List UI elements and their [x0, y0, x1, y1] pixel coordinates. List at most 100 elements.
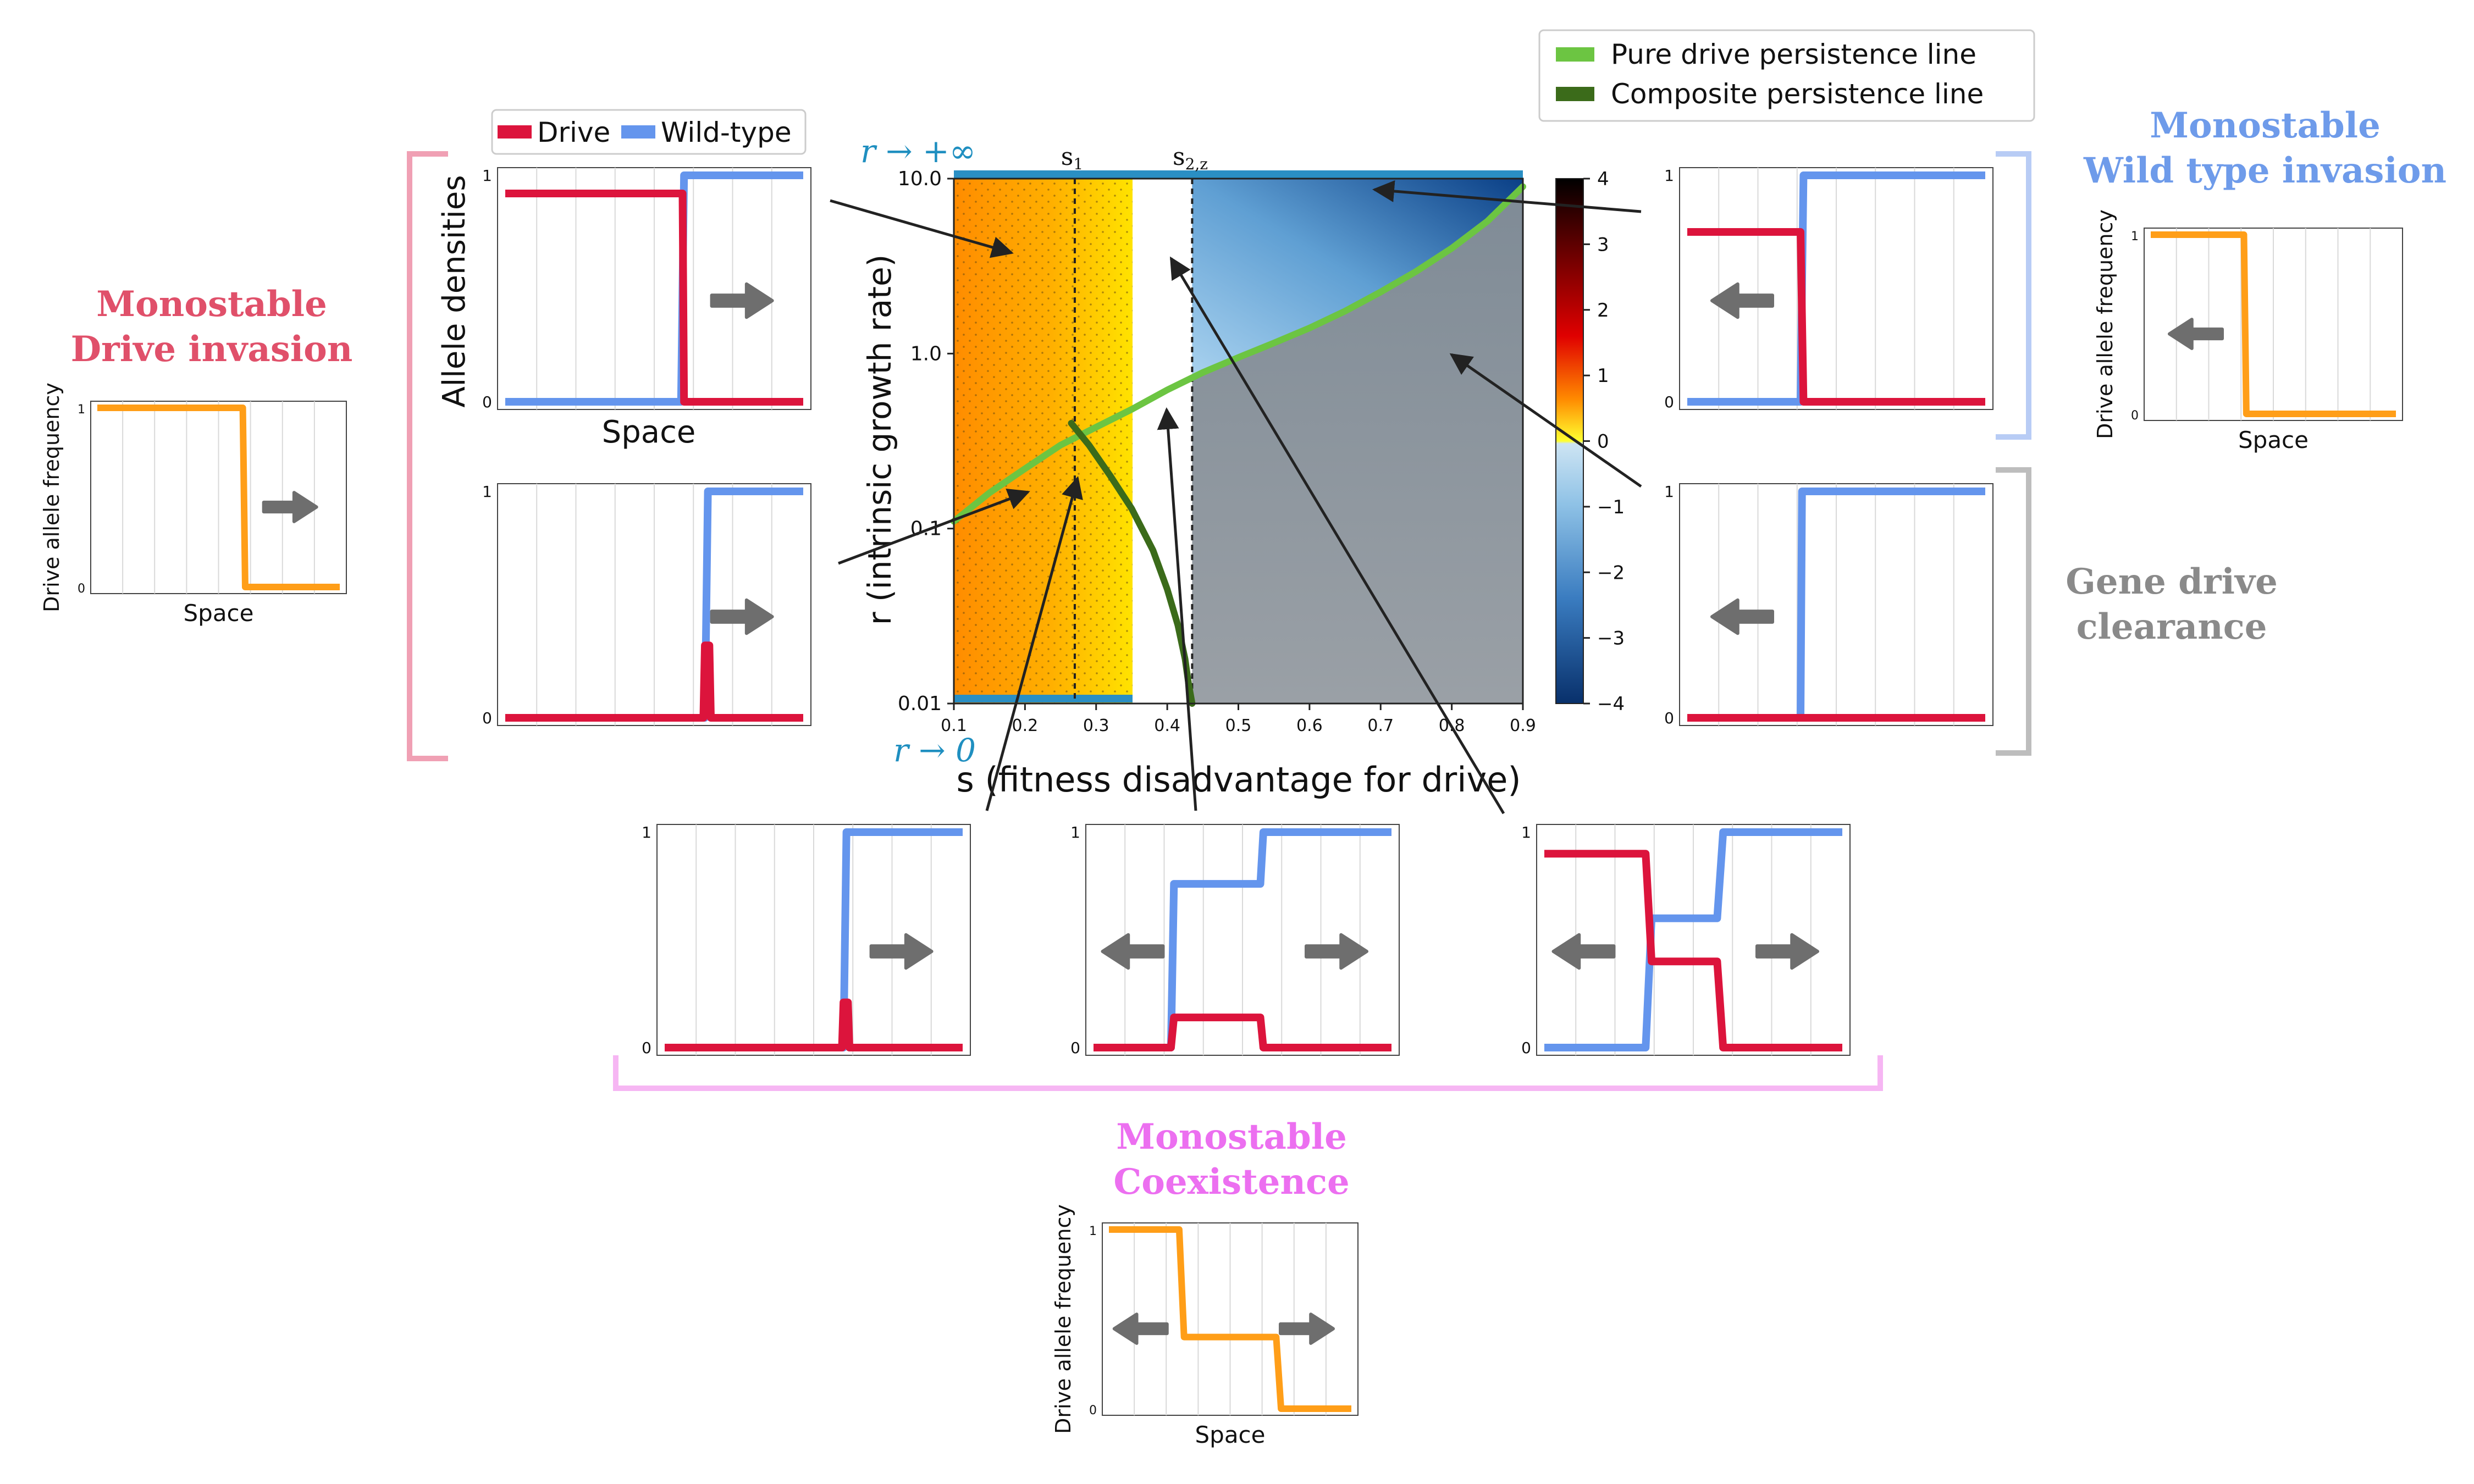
drive-invasion-title: Monostable Drive invasion [71, 284, 353, 370]
drive-curve [1687, 228, 1985, 406]
allele-legend: Drive Wild-type [491, 109, 807, 155]
drive-frequency-curve [1109, 1226, 1351, 1412]
direction-left-icon [1710, 598, 1774, 635]
pointer-wild [1372, 180, 1642, 213]
pointer-clearance [1449, 353, 1642, 488]
pointer-arrows [830, 180, 1642, 815]
density-panel-top-left: 10 [482, 167, 811, 411]
drive-allele-frequency-label: Drive allele frequency [2093, 209, 2117, 439]
colorbar-ticks: 4 3 2 1 0 −1 −2 −3 −4 [1583, 168, 1625, 715]
direction-right-icon [262, 491, 318, 523]
tick-zero: 0 [78, 582, 85, 596]
drive-curve [505, 641, 803, 722]
pure-drive-persistence-line [951, 183, 1526, 525]
colorbar-tick-label: −4 [1597, 693, 1625, 715]
drive-curve [1544, 850, 1842, 1051]
x-tick-label: 0.7 [1367, 716, 1394, 735]
y-axis: 10.0 1.0 0.1 0.01 [898, 168, 954, 715]
tick-zero: 0 [1089, 1404, 1097, 1417]
density-panel-top-right: 10 [1664, 167, 1993, 411]
r-zero-band [954, 695, 1133, 702]
x-tick-label: 0.3 [1083, 716, 1109, 735]
pointer-coex-right [1169, 256, 1505, 815]
density-panel-mid-left: 10 [482, 483, 811, 727]
density-panel-mid-right: 10 [1664, 483, 1993, 727]
y-tick-label: 0.1 [910, 518, 942, 540]
frequency-panel-wild-invasion: 1 0 Drive allele frequency Space [2093, 209, 2403, 453]
x-axis-label: s (fitness disadvantage for drive) [956, 760, 1521, 800]
tick-zero: 0 [642, 1039, 651, 1057]
frequency-panel-drive-invasion: 1 0 Drive allele frequency Space [40, 383, 347, 627]
x-tick-label: 0.1 [941, 716, 967, 735]
pointer-drive-bottom [985, 476, 1083, 811]
colorbar-tick-label: −2 [1597, 562, 1625, 584]
frequency-panel-coexistence: 1 0 Drive allele frequency Space [1051, 1204, 1359, 1448]
r-infinity-band [954, 170, 1523, 178]
drive-frequency-curve [2151, 231, 2396, 417]
drive-curve [665, 998, 963, 1051]
direction-right-icon [1279, 1313, 1335, 1345]
r-zero-label: r → 0 [893, 732, 976, 769]
space-label: Space [184, 600, 254, 627]
clearance-bracket [1996, 467, 2031, 756]
colorbar-tick-label: 2 [1597, 300, 1609, 322]
tick-zero: 0 [1664, 393, 1674, 411]
s2z-label: s2,z [1173, 143, 1208, 173]
wild-invasion-bracket [1996, 151, 2031, 440]
colorbar-tick-label: 0 [1597, 431, 1609, 453]
direction-right-icon [1305, 933, 1368, 970]
tick-one: 1 [1664, 167, 1674, 185]
tick-zero: 0 [482, 393, 492, 411]
drive-frequency-curve [97, 405, 340, 590]
tick-zero: 0 [482, 709, 492, 727]
x-tick-label: 0.4 [1154, 716, 1180, 735]
tick-one: 1 [1089, 1225, 1097, 1238]
line-legend: Pure drive persistence line Composite pe… [1538, 29, 2035, 122]
coexistence-title: Monostable Coexistence [1113, 1116, 1349, 1203]
clearance-region [1192, 186, 1523, 704]
legend-composite-swatch [1556, 87, 1594, 101]
tick-zero: 0 [2131, 409, 2139, 423]
drive-allele-frequency-label: Drive allele frequency [1051, 1204, 1075, 1434]
tick-zero: 0 [1521, 1039, 1531, 1057]
tick-one: 1 [1070, 823, 1080, 841]
x-tick-label: 0.9 [1510, 716, 1536, 735]
dotted-region [954, 179, 1133, 704]
x-tick-label: 0.6 [1296, 716, 1323, 735]
legend-composite-label: Composite persistence line [1611, 78, 1984, 110]
direction-left-icon [1101, 933, 1165, 970]
y-tick-label: 10.0 [898, 168, 942, 190]
x-axis: 0.1 0.2 0.3 0.4 0.5 0.6 0.7 0.8 0.9 [941, 704, 1536, 735]
colorbar-tick-label: 4 [1597, 168, 1609, 190]
tick-one: 1 [78, 403, 85, 417]
allele-densities-label: Allele densities [437, 175, 472, 407]
wild-invasion-region [1192, 179, 1523, 378]
legend-pure-swatch [1556, 47, 1594, 62]
legend-wild-label: Wild-type [661, 117, 792, 148]
colorbar-tick-label: −3 [1597, 628, 1625, 650]
legend-wild-swatch [621, 125, 655, 139]
y-tick-label: 0.01 [898, 693, 942, 715]
direction-left-icon [2168, 318, 2224, 350]
tick-zero: 0 [1070, 1039, 1080, 1057]
tick-one: 1 [1521, 823, 1531, 841]
r-infinity-label: r → +∞ [860, 132, 976, 170]
density-panel-bottom-right: 10 [1521, 823, 1851, 1057]
direction-right-icon [710, 282, 774, 319]
direction-left-icon [1551, 933, 1616, 970]
direction-left-icon [1112, 1313, 1169, 1345]
drive-curve [505, 190, 803, 406]
space-label: Space [2238, 427, 2309, 453]
direction-right-icon [869, 933, 934, 970]
clearance-title: Gene drive clearance [2066, 561, 2278, 647]
pointer-coex-mid [1157, 407, 1197, 811]
colorbar-tick-label: 1 [1597, 365, 1609, 387]
colorbar [1555, 178, 1584, 704]
tick-one: 1 [482, 483, 492, 501]
colorbar-tick-label: 3 [1597, 234, 1609, 256]
tick-one: 1 [1664, 483, 1674, 501]
y-tick-label: 1.0 [910, 342, 942, 365]
wild-invasion-title: Monostable Wild type invasion [2083, 105, 2447, 191]
